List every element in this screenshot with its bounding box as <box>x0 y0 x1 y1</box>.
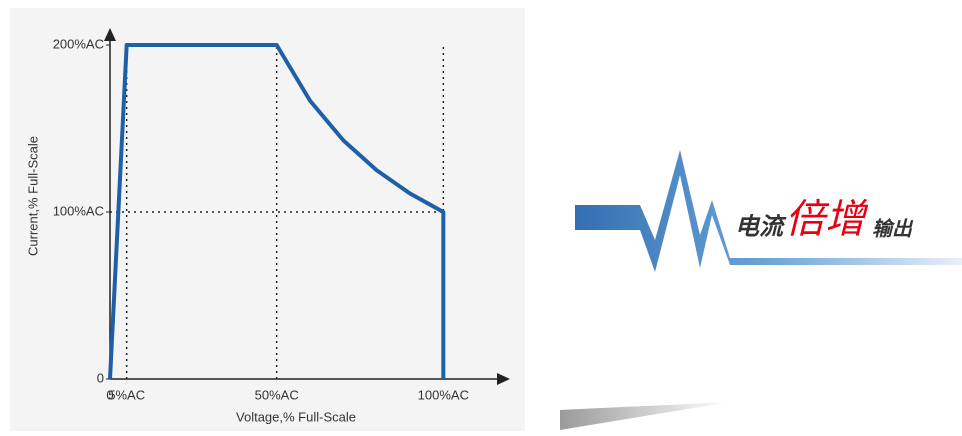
x-axis-label: Voltage,% Full-Scale <box>236 409 356 424</box>
y-axis-label: Current,% Full-Scale <box>25 136 40 256</box>
banner-shadow <box>560 402 730 430</box>
x-tick-label: 5%AC <box>108 387 145 402</box>
x-axis-arrow <box>497 373 510 385</box>
banner-text: 输出 <box>872 217 914 240</box>
data-line <box>108 43 446 380</box>
x-tick-label: 50%AC <box>255 387 299 402</box>
y-tick-label: 100%AC <box>53 203 104 218</box>
y-axis-arrow <box>104 28 116 41</box>
x-tick-label: 0 <box>106 387 113 402</box>
banner-highlight: 倍增 <box>785 198 869 242</box>
plot-background <box>10 8 525 431</box>
x-tick-label: 100%AC <box>418 387 469 402</box>
banner-text: 电流 <box>735 213 787 240</box>
y-tick-label: 0 <box>97 370 104 385</box>
banner-wave <box>575 150 962 272</box>
y-tick-label: 200%AC <box>53 36 104 51</box>
